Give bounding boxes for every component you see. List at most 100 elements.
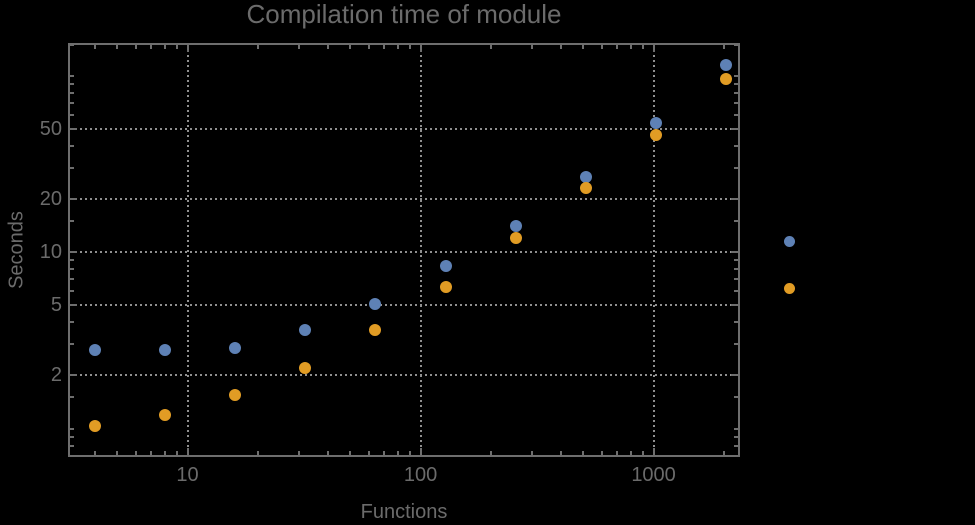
tick-x-bottom [297, 451, 300, 455]
tick-x-top [652, 45, 655, 52]
tick-y-right [734, 321, 738, 324]
data-point-series-orange-x128 [439, 281, 452, 294]
legend-marker-orange [784, 283, 795, 294]
plot-frame [68, 43, 740, 457]
tick-y-left [70, 101, 74, 104]
tick-y-left [70, 43, 74, 46]
data-point-series-orange-x4 [88, 420, 101, 433]
tick-y-left [70, 444, 74, 447]
tick-x-top [530, 45, 533, 49]
tick-x-bottom [641, 451, 644, 455]
tick-x-bottom [150, 451, 153, 455]
tick-y-left [70, 454, 74, 457]
data-point-series-orange-x64 [369, 324, 382, 337]
tick-x-bottom [652, 448, 655, 455]
data-point-series-orange-x2048 [720, 72, 733, 85]
gridline-y-20 [70, 197, 738, 200]
data-point-series-orange-x512 [579, 182, 592, 195]
tick-y-left [70, 374, 77, 377]
gridline-y-10 [70, 251, 738, 254]
data-point-series-blue-x128 [439, 260, 452, 273]
tick-x-top [396, 45, 399, 49]
tick-x-bottom [256, 451, 259, 455]
tick-x-top [629, 45, 632, 49]
tick-x-bottom [383, 451, 386, 455]
tick-y-right [731, 197, 738, 200]
data-point-series-blue-x32 [299, 324, 312, 337]
tick-y-right [734, 343, 738, 346]
x-tick-label-1000: 1000 [631, 464, 676, 486]
tick-y-right [734, 82, 738, 85]
tick-y-left [70, 127, 77, 130]
tick-x-top [150, 45, 153, 49]
tick-y-left [70, 435, 74, 438]
tick-y-left [70, 91, 74, 94]
tick-x-top [641, 45, 644, 49]
tick-x-bottom [559, 451, 562, 455]
tick-x-bottom [582, 451, 585, 455]
tick-x-bottom [530, 451, 533, 455]
tick-y-right [734, 144, 738, 147]
data-point-series-orange-x16 [229, 388, 242, 401]
tick-x-top [116, 45, 119, 49]
data-point-series-blue-x4 [88, 343, 101, 356]
tick-x-top [559, 45, 562, 49]
tick-x-bottom [116, 451, 119, 455]
data-point-series-orange-x32 [299, 362, 312, 375]
tick-x-bottom [722, 451, 725, 455]
chart-title: Compilation time of module [246, 0, 562, 29]
gridline-y-5 [70, 304, 738, 307]
gridline-x-1000 [652, 45, 655, 455]
tick-y-right [731, 251, 738, 254]
tick-y-left [70, 268, 74, 271]
tick-x-bottom [163, 451, 166, 455]
tick-y-right [731, 304, 738, 307]
y-tick-label-5: 5 [50, 294, 62, 317]
tick-x-top [722, 45, 725, 49]
tick-x-bottom [600, 451, 603, 455]
tick-y-left [70, 74, 74, 77]
tick-y-right [731, 374, 738, 377]
tick-x-top [367, 45, 370, 49]
tick-y-left [70, 220, 74, 222]
tick-x-top [582, 45, 585, 49]
tick-y-left [70, 166, 74, 169]
tick-x-bottom [93, 451, 96, 455]
legend-marker-blue [784, 236, 795, 247]
gridline-y-2 [70, 374, 738, 377]
tick-x-bottom [134, 451, 137, 455]
tick-x-bottom [616, 451, 619, 455]
data-point-series-blue-x64 [369, 297, 382, 310]
tick-y-left [70, 290, 74, 293]
tick-y-left [70, 396, 74, 399]
y-tick-label-2: 2 [50, 364, 62, 387]
data-point-series-blue-x256 [509, 220, 522, 233]
tick-x-bottom [175, 451, 178, 455]
tick-x-top [134, 45, 137, 49]
data-point-series-blue-x1024 [649, 116, 662, 129]
x-axis-label: Functions [360, 501, 448, 523]
tick-x-top [256, 45, 259, 49]
data-point-series-orange-x8 [158, 408, 171, 421]
tick-y-left [70, 304, 77, 307]
tick-x-bottom [349, 451, 352, 455]
y-tick-label-50: 50 [39, 117, 62, 140]
tick-y-right [734, 101, 738, 104]
tick-x-bottom [367, 451, 370, 455]
gridline-x-100 [419, 45, 422, 455]
data-point-series-blue-x512 [579, 171, 592, 184]
tick-y-left [70, 144, 74, 147]
tick-y-right [734, 43, 738, 46]
y-tick-label-10: 10 [39, 241, 62, 264]
tick-y-right [734, 444, 738, 447]
tick-x-top [163, 45, 166, 49]
tick-y-right [734, 259, 738, 262]
tick-x-bottom [419, 448, 422, 455]
tick-y-right [734, 220, 738, 222]
tick-x-top [326, 45, 329, 49]
tick-x-bottom [396, 451, 399, 455]
data-point-series-orange-x1024 [649, 129, 662, 142]
tick-x-top [349, 45, 352, 49]
tick-y-right [734, 290, 738, 293]
tick-y-left [70, 278, 74, 281]
